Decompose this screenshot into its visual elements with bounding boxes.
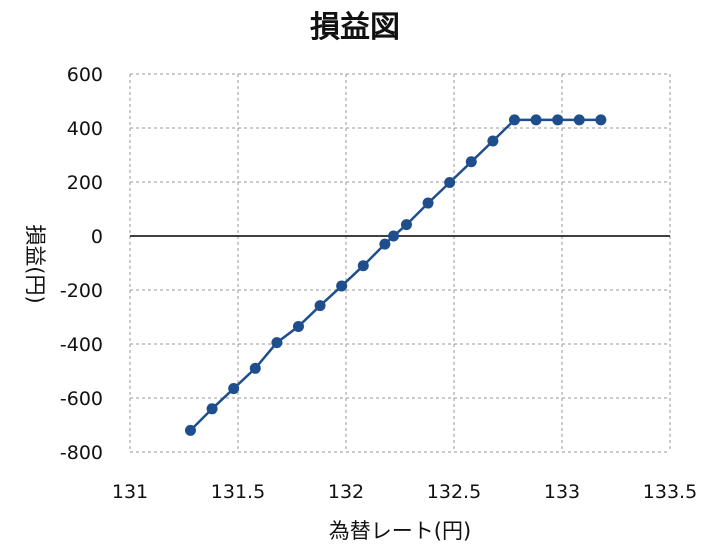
x-tick-label: 131 (112, 481, 148, 503)
data-point (336, 280, 348, 292)
data-point (228, 383, 240, 395)
chart-title: 損益図 (310, 10, 400, 45)
y-tick-label: -600 (60, 388, 103, 410)
data-point (357, 260, 369, 272)
data-point (508, 114, 520, 126)
data-point (184, 424, 196, 436)
y-axis-label: 損益(円) (23, 224, 47, 303)
y-tick-label: -400 (60, 334, 103, 356)
x-tick-label: 133.5 (643, 481, 697, 503)
y-tick-label: -200 (60, 280, 103, 302)
data-point (388, 230, 400, 242)
y-axis-label-group: 損益(円) (23, 224, 47, 303)
y-tick-label: 0 (91, 226, 103, 248)
x-tick-label: 132.5 (427, 481, 481, 503)
grid (129, 73, 671, 453)
x-axis-ticks: 131 131.5 132 132.5 133 133.5 (112, 481, 697, 503)
data-point (595, 114, 607, 126)
data-point (465, 156, 477, 168)
data-point (400, 219, 412, 231)
data-point (314, 300, 326, 312)
data-point (530, 114, 542, 126)
y-tick-label: 600 (67, 64, 103, 86)
data-point (422, 197, 434, 209)
y-tick-label: 200 (67, 172, 103, 194)
data-point (206, 403, 218, 415)
data-point (379, 238, 391, 250)
data-point (271, 337, 283, 349)
data-point (444, 177, 456, 189)
data-point (249, 362, 261, 374)
data-points (184, 114, 607, 436)
x-tick-label: 131.5 (211, 481, 265, 503)
data-point (552, 114, 564, 126)
data-point (573, 114, 585, 126)
x-tick-label: 133 (544, 481, 580, 503)
y-axis-ticks: 600 400 200 0 -200 -400 -600 -800 (60, 64, 103, 464)
y-tick-label: -800 (60, 442, 103, 464)
x-axis-label: 為替レート(円) (329, 519, 471, 543)
y-tick-label: 400 (67, 118, 103, 140)
series-line (189, 118, 601, 432)
data-point (292, 320, 304, 332)
x-tick-label: 132 (328, 481, 364, 503)
data-point (487, 135, 499, 147)
